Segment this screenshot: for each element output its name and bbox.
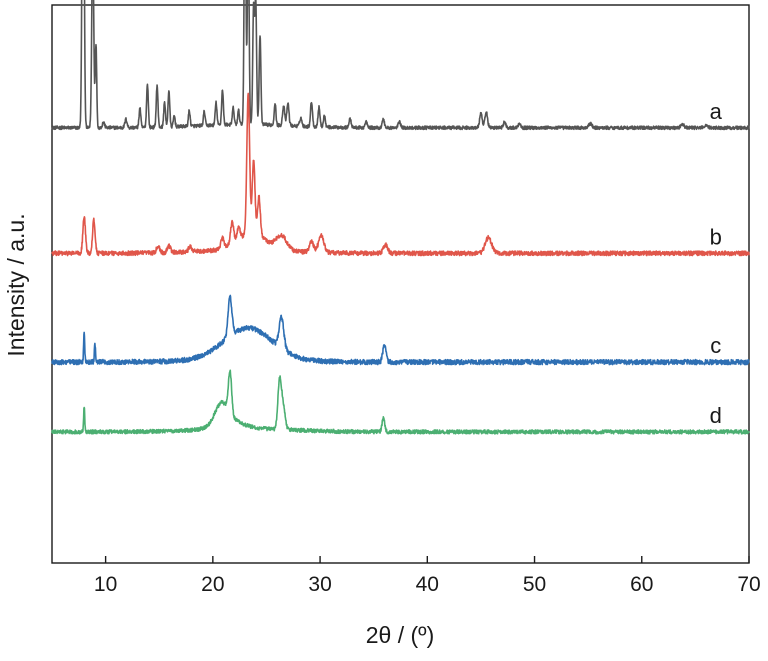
x-tick-label: 60: [630, 573, 653, 596]
series-label-a: a: [710, 99, 723, 124]
x-tick-label: 10: [94, 573, 117, 596]
x-tick-label: 30: [308, 573, 331, 596]
series-line-b: [51, 92, 750, 257]
plot-frame: [51, 4, 750, 564]
x-tick-label: 50: [523, 573, 546, 596]
y-axis-title: Intensity / a.u.: [3, 213, 29, 356]
series-label-d: d: [710, 403, 722, 428]
series-labels: a b c d: [710, 99, 723, 428]
series-line-d: [51, 369, 750, 435]
x-axis-title: 2θ / (º): [366, 622, 434, 648]
series-label-b: b: [710, 224, 722, 249]
series-lines: [51, 0, 750, 435]
series-line-c: [51, 294, 750, 366]
x-tick-label: 20: [201, 573, 224, 596]
x-tick-label: 40: [416, 573, 439, 596]
series-label-c: c: [710, 333, 721, 358]
series-line-a: [51, 0, 750, 131]
x-tick-label: 70: [737, 573, 760, 596]
x-axis-ticks: 10 20 30 40 50 60 70: [94, 556, 761, 596]
